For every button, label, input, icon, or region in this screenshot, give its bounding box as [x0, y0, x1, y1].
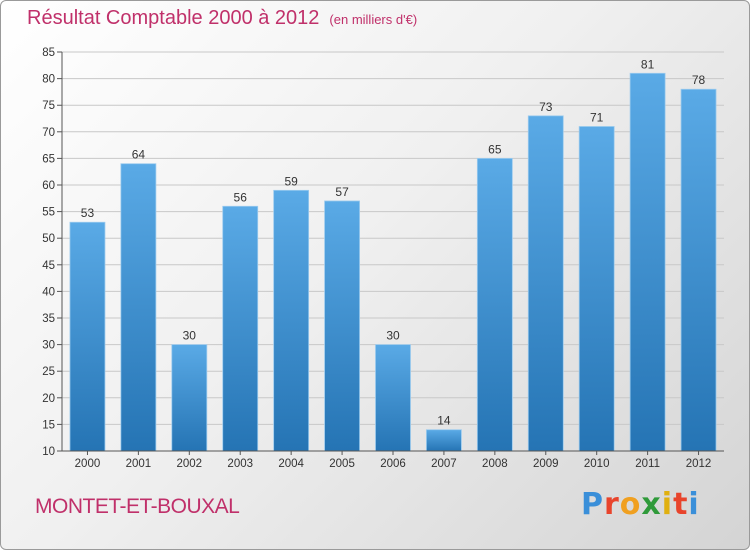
x-tick-label: 2002: [177, 458, 203, 470]
chart-title-text: Résultat Comptable 2000 à 2012: [27, 7, 320, 29]
y-tick-label: 55: [42, 207, 55, 219]
bar: [375, 344, 411, 452]
y-tick-label: 70: [42, 127, 55, 139]
x-tick-label: 2010: [584, 458, 610, 470]
bar-value-label: 78: [692, 73, 706, 87]
x-tick-label: 2008: [482, 458, 508, 470]
logo-letter: r: [604, 487, 620, 522]
logo-letter: o: [619, 487, 642, 522]
bar-value-label: 81: [641, 57, 655, 71]
bar-value-label: 14: [437, 414, 451, 428]
x-tick-label: 2006: [380, 458, 406, 470]
y-tick-label: 85: [42, 47, 55, 59]
y-tick-label: 50: [42, 233, 55, 245]
bar-value-label: 59: [284, 174, 298, 188]
y-tick-label: 35: [42, 313, 55, 325]
bar: [629, 72, 666, 452]
bar: [324, 200, 360, 452]
bar: [120, 163, 157, 452]
bar-value-label: 65: [488, 142, 502, 156]
bar: [578, 126, 615, 452]
logo-letter: i: [688, 487, 700, 522]
y-tick-label: 15: [42, 419, 55, 431]
y-tick-label: 40: [42, 286, 55, 298]
y-tick-label: 45: [42, 260, 55, 272]
chart-title: Résultat Comptable 2000 à 2012 (en millie…: [27, 7, 417, 30]
y-tick-label: 60: [42, 180, 55, 192]
bar: [171, 344, 208, 452]
x-axis: 2000 2001 2002 2003 2004 2005 2006 2007 2008 2009…: [62, 450, 724, 470]
bar: [69, 221, 106, 452]
bar-value-label: 53: [81, 206, 95, 220]
bars: 53 64 30 56 59 57 30 14 65 73 71 81 78: [69, 57, 717, 452]
commune-name: MONTET-ET-BOUXAL: [35, 495, 240, 518]
y-axis: 10 15 20 25 30 35 40 45 50 55 60 65 70 75 80 85: [42, 47, 63, 458]
bar: [273, 189, 310, 452]
bar-value-label: 57: [335, 185, 349, 199]
x-tick-label: 2004: [278, 458, 304, 470]
bar-value-label: 73: [539, 100, 553, 114]
proxiti-logo[interactable]: Proxiti: [581, 487, 700, 522]
y-tick-label: 25: [42, 366, 55, 378]
bar: [527, 115, 564, 452]
logo-letter: i: [661, 487, 674, 522]
bar-value-label: 64: [132, 148, 146, 162]
y-tick-label: 75: [42, 100, 55, 112]
bar-value-label: 56: [234, 190, 248, 204]
bar-value-label: 71: [590, 110, 604, 124]
y-tick-label: 80: [42, 74, 55, 86]
x-tick-label: 2003: [227, 458, 253, 470]
bar-value-label: 30: [183, 329, 197, 343]
bar: [426, 429, 462, 452]
chart-unit: (en milliers d'€): [329, 12, 418, 27]
bar: [222, 205, 259, 452]
x-tick-label: 2007: [431, 458, 457, 470]
bar: [476, 157, 513, 452]
x-tick-label: 2000: [75, 458, 101, 470]
x-tick-label: 2012: [686, 458, 712, 470]
logo-letter: P: [581, 487, 604, 522]
bar-value-label: 30: [386, 329, 400, 343]
y-tick-label: 10: [42, 446, 55, 458]
y-tick-label: 20: [42, 393, 55, 405]
y-tick-label: 30: [42, 340, 55, 352]
y-tick-label: 65: [42, 153, 55, 165]
x-tick-label: 2001: [126, 458, 152, 470]
logo-letter: x: [641, 487, 662, 522]
x-tick-label: 2011: [635, 458, 660, 470]
bar: [680, 88, 717, 452]
logo-letter: t: [673, 487, 689, 522]
x-tick-label: 2005: [329, 458, 355, 470]
x-tick-label: 2009: [533, 458, 559, 470]
